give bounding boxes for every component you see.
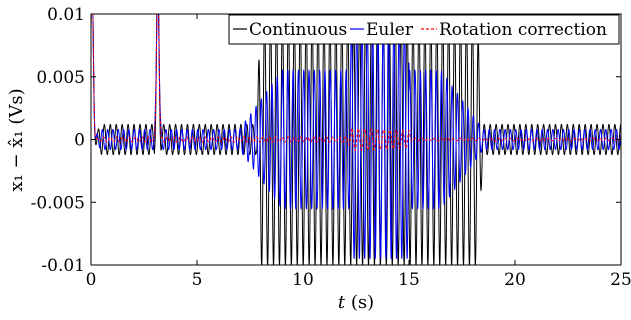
x-tick-label: 25 [610,270,631,290]
series-line-euler [91,14,621,259]
x-tick-label: 10 [292,270,314,290]
y-ticks: -0.01 -0.005 0 0.005 0.01 [31,5,621,276]
y-tick-label: 0.005 [36,68,85,88]
y-axis-label: x₁ − x̂₁ (Vs) [6,88,27,191]
legend-box [228,14,620,45]
x-ticks: 0 5 10 15 20 25 [86,14,631,290]
y-tick-label: -0.005 [31,193,85,213]
x-axis-variable: t [338,292,346,313]
x-axis-label: t (s) [338,292,374,313]
x-axis-unit: (s) [345,292,374,313]
y-tick-label: -0.01 [41,256,85,276]
legend: Continuous Euler Rotation correction [228,14,620,45]
x-tick-label: 15 [398,270,420,290]
series-line-rotation-correction [91,14,621,152]
x-tick-label: 20 [504,270,526,290]
legend-label-euler: Euler [366,20,414,40]
series-layer [91,14,621,265]
legend-label-continuous: Continuous [249,20,347,40]
x-tick-label: 5 [192,270,203,290]
legend-label-rotation-correction: Rotation correction [439,20,607,40]
x-tick-label: 0 [86,270,97,290]
y-tick-label: 0.01 [47,5,85,25]
y-tick-label: 0 [74,131,85,151]
